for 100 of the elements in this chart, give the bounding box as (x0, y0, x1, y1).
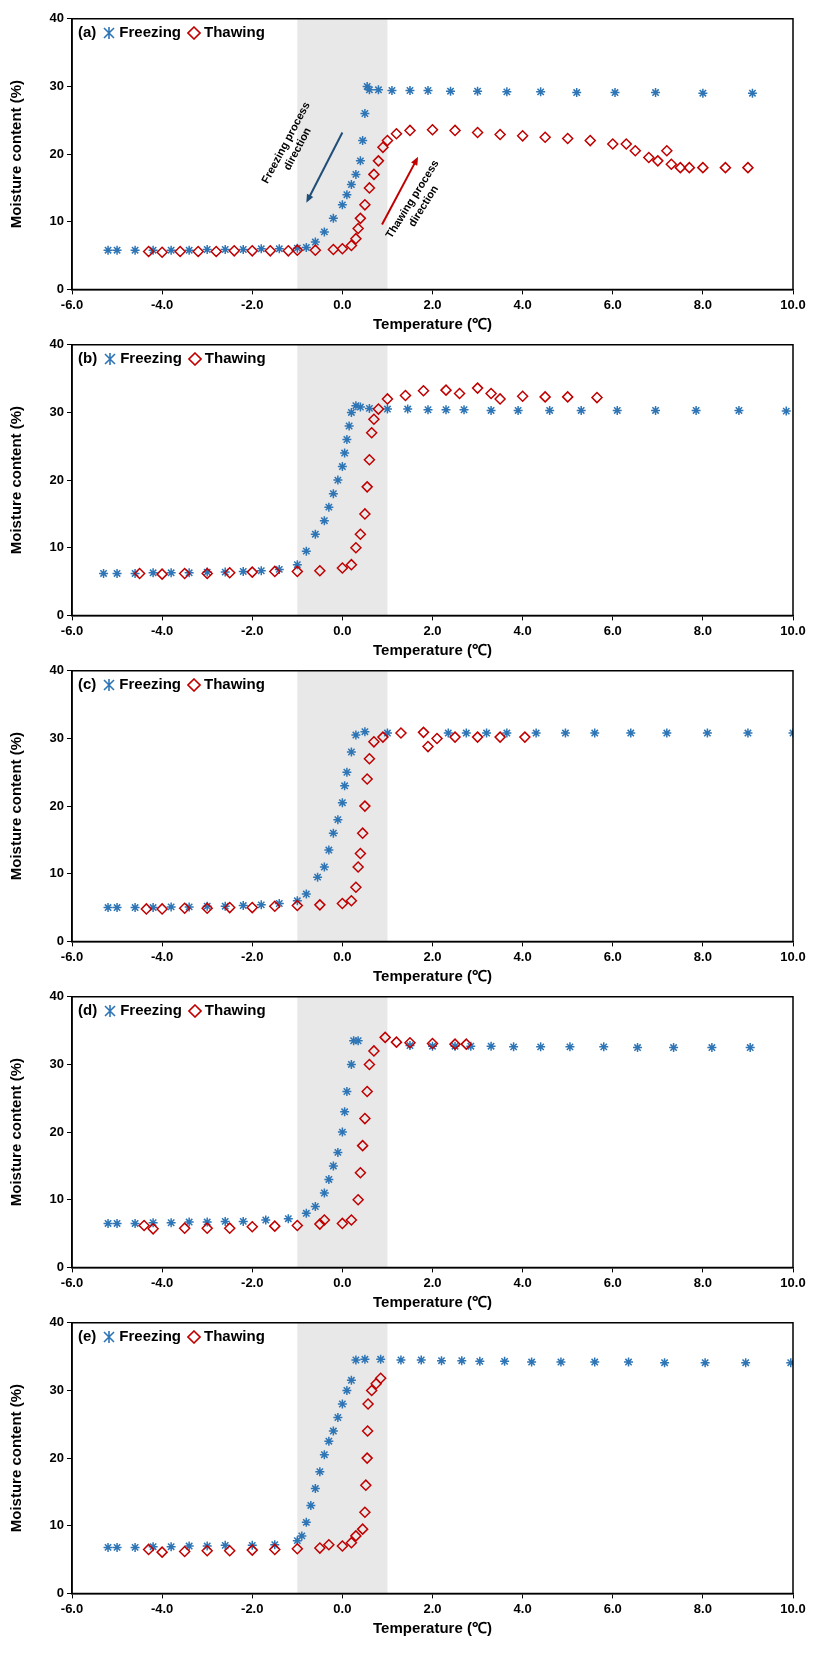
point (210, 245, 222, 258)
x-tick-label: 10.0 (780, 1274, 806, 1290)
point (339, 1106, 350, 1118)
point (156, 246, 168, 258)
point (356, 1523, 369, 1535)
point (364, 403, 375, 414)
legend-label: Thawing (204, 22, 265, 40)
point (485, 1040, 497, 1052)
point (368, 413, 380, 425)
x-axis-title: Temperature (℃) (373, 1619, 492, 1637)
y-tick-label: 0 (56, 606, 64, 622)
point (350, 169, 362, 180)
point (352, 1194, 364, 1206)
x-tick-label: 2.0 (423, 1274, 442, 1290)
point (395, 727, 407, 739)
point (345, 1214, 358, 1226)
point (291, 899, 304, 912)
point (361, 81, 373, 92)
point (269, 1220, 281, 1232)
point (697, 87, 709, 99)
point (282, 245, 295, 257)
point (719, 161, 732, 174)
x-tick-label: 4.0 (513, 1600, 532, 1616)
point (256, 899, 267, 911)
point (98, 568, 109, 579)
y-tick-label: 30 (49, 1056, 64, 1072)
point (178, 902, 191, 914)
x-tick-label: 4.0 (513, 622, 532, 638)
point (512, 405, 524, 416)
point (337, 461, 348, 472)
point (399, 389, 412, 402)
point (417, 385, 430, 397)
point (237, 566, 249, 577)
point (341, 434, 353, 445)
point (363, 182, 376, 194)
point (458, 404, 470, 415)
x-tick-label: 10.0 (780, 1600, 806, 1616)
point (539, 391, 551, 403)
point (422, 404, 434, 415)
point (291, 1543, 304, 1555)
point (310, 236, 321, 248)
point (129, 244, 141, 256)
point (706, 1042, 718, 1053)
point (471, 382, 484, 394)
point (156, 568, 168, 580)
point (350, 1530, 362, 1542)
point (485, 387, 497, 400)
point (436, 1355, 447, 1366)
y-axis-title: Moisture content (%) (7, 1057, 25, 1207)
point (147, 567, 159, 579)
point (312, 871, 323, 883)
point (494, 393, 506, 405)
x-tick-label: -2.0 (241, 1600, 264, 1616)
point (336, 562, 349, 574)
x-tick-label: -2.0 (241, 622, 264, 638)
point (345, 239, 358, 252)
point (355, 401, 366, 413)
point (598, 1041, 609, 1053)
point (129, 1542, 141, 1553)
y-axis-title: Moisture content (%) (7, 731, 25, 881)
point (237, 1216, 249, 1227)
point (363, 1058, 376, 1071)
x-tick-label: 0.0 (333, 296, 352, 312)
point (431, 732, 443, 745)
x-tick-label: 8.0 (693, 1274, 712, 1290)
point (246, 566, 258, 578)
chart-title: (c) (78, 674, 97, 692)
point (544, 405, 555, 416)
point (319, 1187, 330, 1199)
x-tick-label: 4.0 (513, 1274, 532, 1290)
x-tick-label: 6.0 (603, 948, 622, 964)
point (323, 844, 335, 856)
point (368, 1045, 380, 1057)
point (356, 1139, 369, 1152)
x-tick-label: 2.0 (423, 296, 442, 312)
point (402, 403, 413, 415)
point (350, 1354, 362, 1366)
point (183, 1216, 195, 1228)
point (357, 135, 368, 146)
point (337, 1126, 348, 1138)
y-axis-title: Moisture content (%) (7, 1383, 25, 1533)
legend-label: Thawing (204, 674, 265, 692)
point (422, 740, 434, 753)
point (348, 1035, 359, 1047)
point (156, 903, 168, 915)
x-tick-label: 6.0 (603, 1274, 622, 1290)
point (359, 800, 371, 812)
y-tick-label: 10 (49, 213, 64, 229)
point (328, 827, 339, 839)
point (246, 1221, 258, 1233)
point (133, 567, 146, 580)
x-tick-label: 2.0 (423, 1600, 442, 1616)
y-tick-label: 0 (56, 1584, 64, 1600)
point (501, 727, 513, 739)
point (356, 827, 369, 839)
point (310, 528, 321, 540)
point (269, 565, 281, 578)
y-tick-label: 30 (49, 730, 64, 746)
point (183, 1540, 195, 1552)
point (201, 1545, 213, 1557)
